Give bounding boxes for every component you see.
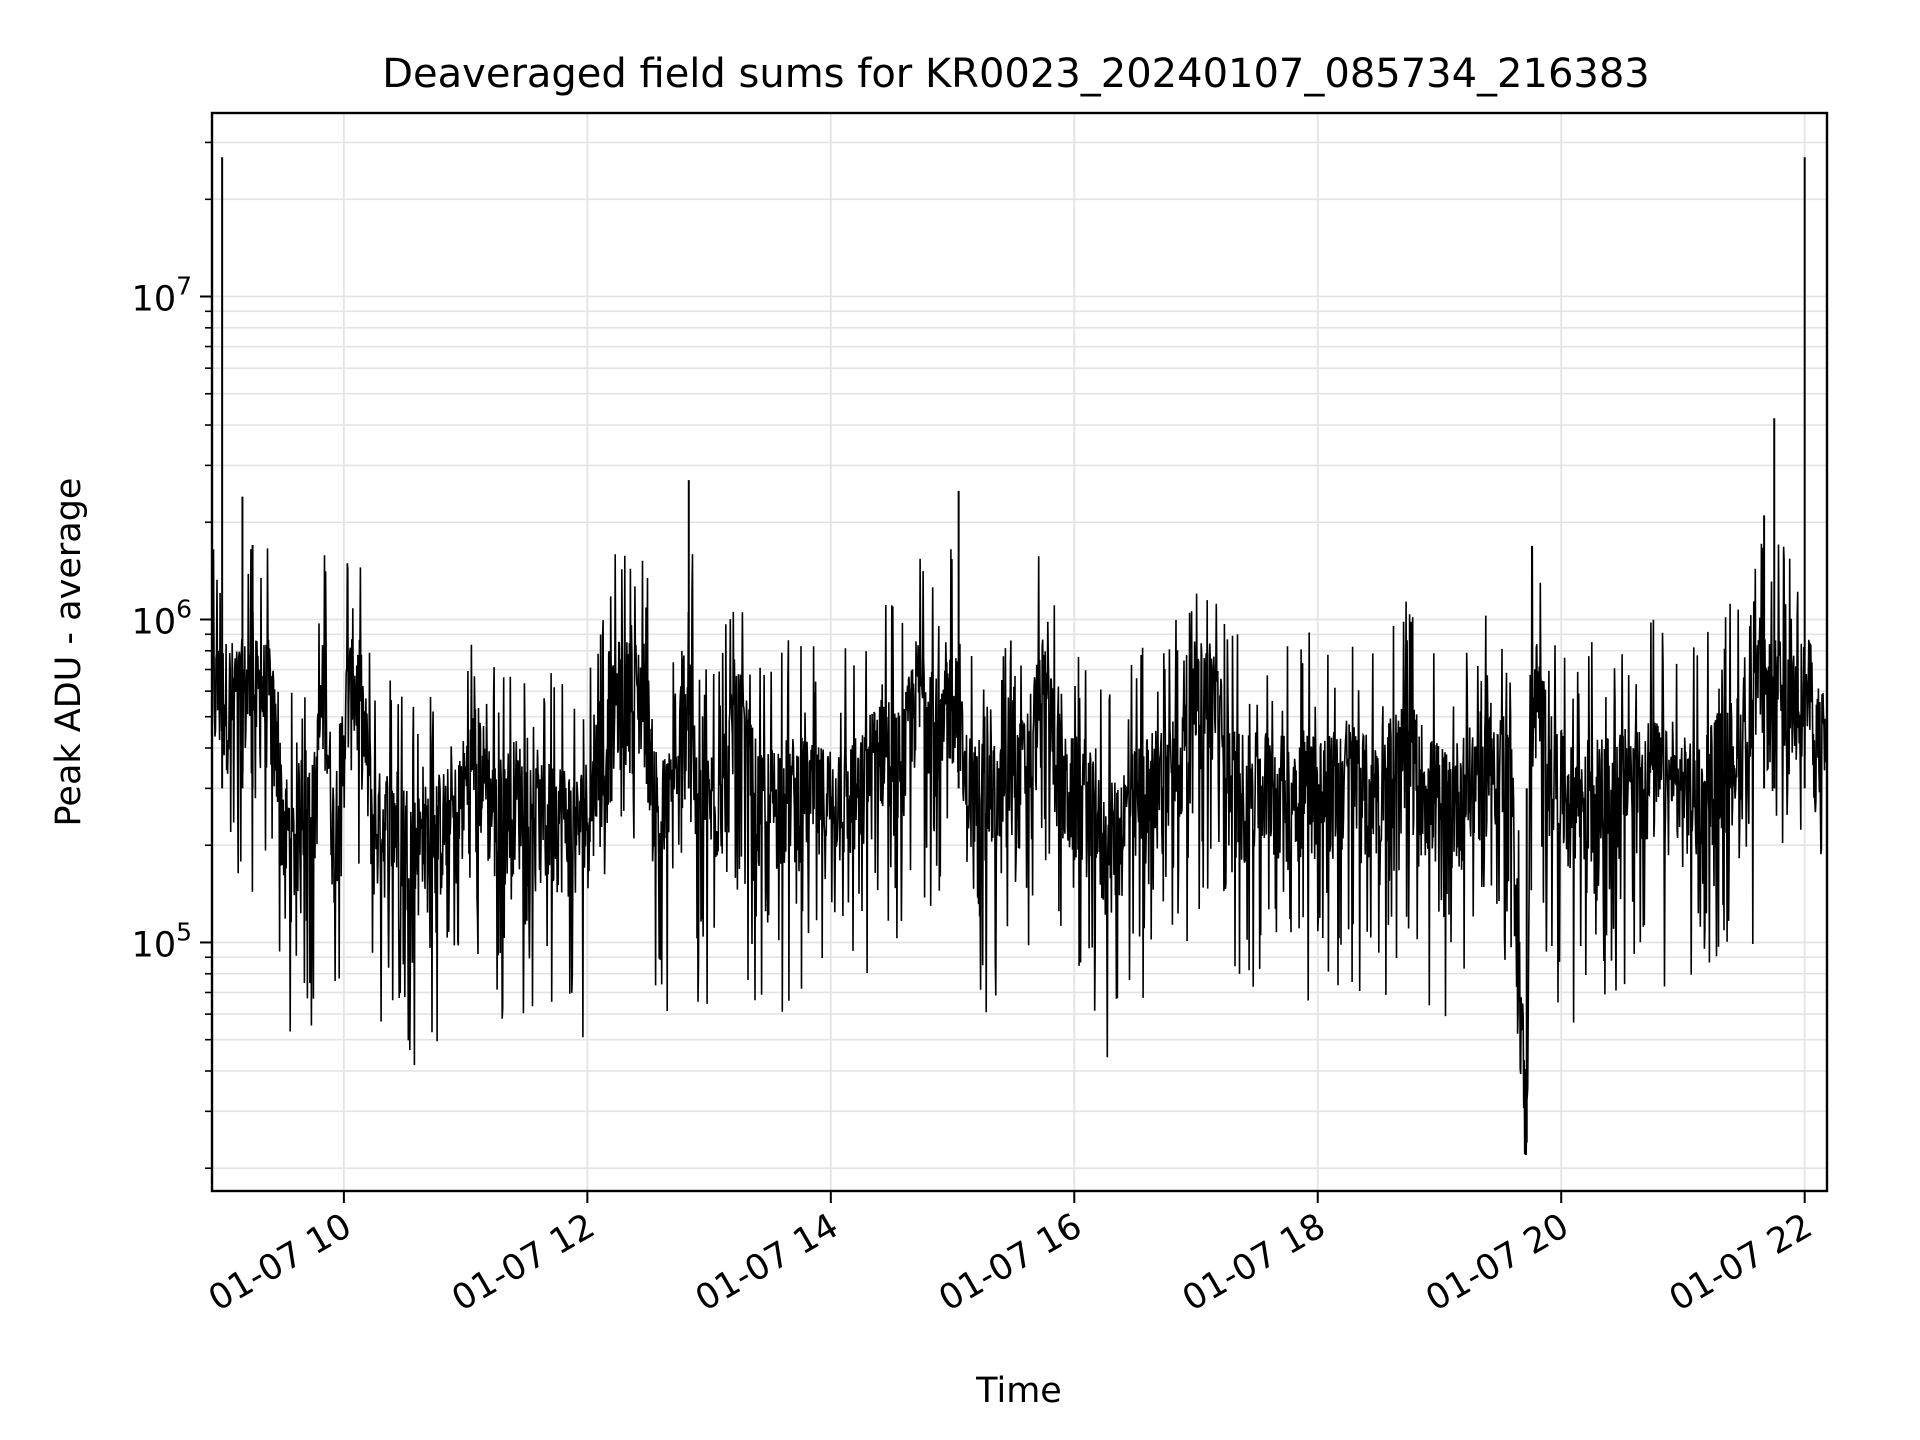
y-axis: 105 106 107: [132, 141, 212, 1170]
y-axis-label: Peak ADU - average: [49, 478, 89, 827]
plot-area: [211, 543, 1828, 1155]
x-axis-label: Time: [975, 1371, 1062, 1411]
series-spikes: [221, 157, 1806, 1143]
major-grid: [212, 113, 1827, 1191]
chart-title: Deaveraged field sums for KR0023_2024010…: [382, 51, 1650, 97]
y-tick-label: 106: [132, 594, 192, 642]
axes-frame: [210, 111, 1829, 1193]
y-tick-label: 105: [132, 917, 192, 965]
series-line: [211, 543, 1828, 1155]
y-tick-label: 107: [132, 272, 192, 320]
